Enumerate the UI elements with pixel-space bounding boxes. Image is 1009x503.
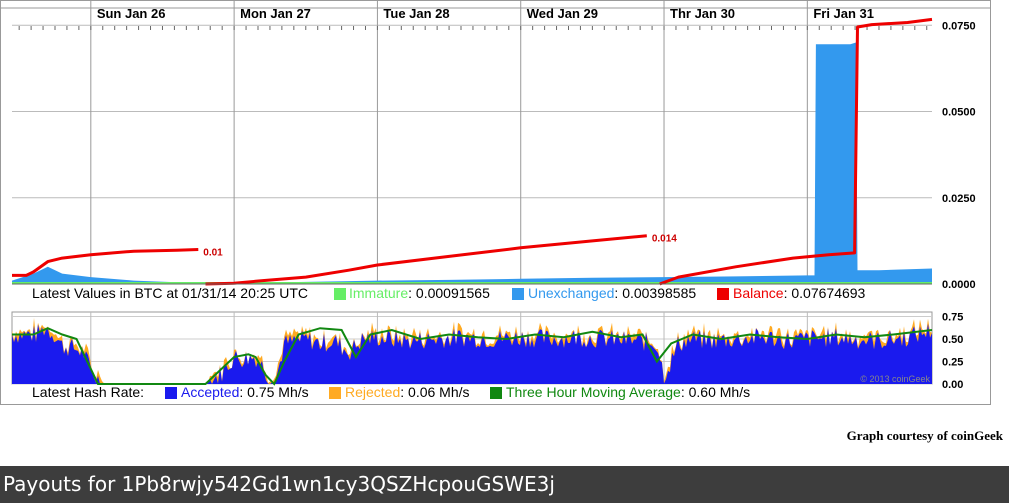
legend-swatch-balance [717,288,729,300]
svg-text:Three Hour Moving Average: 0.6: Three Hour Moving Average: 0.60 Mh/s [506,384,750,400]
btc-values-panel: 0.0000 0.0250 0.0500 0.0750 Sun Jan 26 Mon Ja… [0,0,990,291]
legend-swatch-rejected [329,387,341,399]
legend-swatch-immature [334,288,346,300]
y-tick-label: 0.0000 [942,279,976,291]
moving-average-line [12,327,933,386]
hash-legend: Latest Hash Rate: Accepted: 0.75 Mh/s Re… [32,384,750,400]
legend-value-balance: 0.07674693 [791,285,865,301]
y-tick-label: 0.0250 [942,193,976,205]
hash-y-tick-label: 0.25 [942,357,963,369]
balance-line [205,234,647,286]
btc-legend-caption: Latest Values in BTC at 01/31/14 20:25 U… [32,285,308,301]
svg-text:Accepted: 0.75 Mh/s: Accepted: 0.75 Mh/s [181,384,309,400]
legend-swatch-accepted [165,387,177,399]
legend-value-unexchanged: 0.00398585 [622,285,696,301]
svg-text:Rejected: 0.06 Mh/s: Rejected: 0.06 Mh/s [345,384,470,400]
unexchanged-area [12,42,932,284]
legend-label-unexchanged: Unexchanged [528,285,614,301]
legend-value-immature: 0.00091565 [416,285,490,301]
legend-swatch-unexchanged [512,288,524,300]
day-label: Sun Jan 26 [97,6,166,21]
svg-text:Immature: 0.00091565: Immature: 0.00091565 [349,285,490,301]
y-tick-label: 0.0750 [942,20,976,32]
accepted-area [12,323,932,384]
legend-value-moving-average: 0.60 Mh/s [689,384,750,400]
legend-swatch-moving-average [490,387,502,399]
svg-text:Balance: 0.07674693: Balance: 0.07674693 [733,285,866,301]
legend-value-rejected: 0.06 Mh/s [408,384,469,400]
day-label: Wed Jan 29 [527,6,598,21]
y-tick-label: 0.0500 [942,107,976,119]
legend-label-accepted: Accepted [181,384,239,400]
legend-label-balance: Balance [733,285,784,301]
day-label: Mon Jan 27 [240,6,311,21]
day-label: Tue Jan 28 [383,6,449,21]
balance-line [659,17,933,286]
hash-y-tick-label: 0.50 [942,334,963,346]
btc-legend: Latest Values in BTC at 01/31/14 20:25 U… [32,285,866,301]
legend-label-immature: Immature [349,285,408,301]
hash-y-tick-label: 0.75 [942,312,963,324]
day-label: Fri Jan 31 [813,6,874,21]
legend-label-moving-average: Three Hour Moving Average [506,384,681,400]
balance-line [12,248,199,277]
day-label: Thr Jan 30 [670,6,735,21]
mining-chart: 0.0000 0.0250 0.0500 0.0750 Sun Jan 26 Mon Ja… [0,0,991,405]
legend-value-accepted: 0.75 Mh/s [247,384,308,400]
payouts-title-bar: Payouts for 1Pb8rwjy542Gd1wn1cy3QSZHcpou… [0,466,1009,503]
balance-annotation: 0.01 [203,248,223,259]
svg-text:Unexchanged: 0.00398585: Unexchanged: 0.00398585 [528,285,696,301]
coingeek-watermark: © 2013 coinGeek [860,374,930,384]
graph-credit: Graph courtesy of coinGeek [846,428,1003,443]
legend-label-rejected: Rejected [345,384,400,400]
balance-annotation: 0.014 [652,234,677,245]
hash-y-tick-label: 0.00 [942,379,963,391]
hash-rate-panel: 0.00 0.25 0.50 0.75 © 2013 coinGeek [11,311,963,391]
hash-legend-caption: Latest Hash Rate: [32,384,144,400]
